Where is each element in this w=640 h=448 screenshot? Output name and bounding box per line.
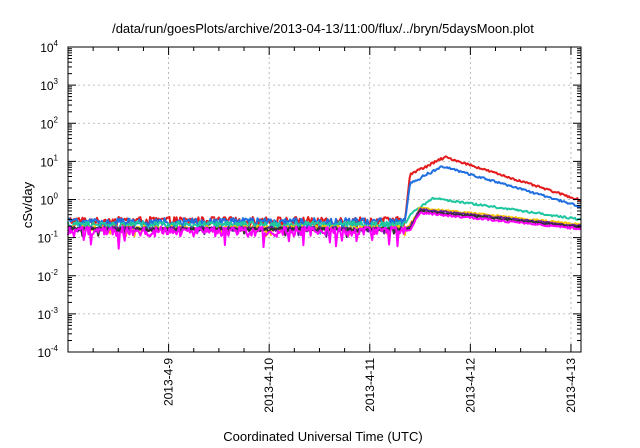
series-line-7 — [67, 211, 582, 250]
y-tick-label: 102 — [40, 115, 58, 131]
chart-title: /data/run/goesPlots/archive/2013-04-13/1… — [112, 21, 534, 36]
y-tick-label: 10-1 — [38, 230, 59, 246]
series-layer — [67, 155, 582, 250]
y-tick-label: 10-2 — [38, 268, 59, 284]
y-tick-label: 100 — [40, 192, 58, 208]
series-line-6 — [67, 209, 582, 239]
y-tick-label: 104 — [40, 39, 58, 55]
x-axis-label: Coordinated Universal Time (UTC) — [223, 429, 422, 444]
x-tick-label: 2013-4-10 — [262, 358, 276, 413]
y-tick-label: 10-4 — [38, 344, 59, 360]
y-axis-label: cSv/day — [20, 181, 35, 228]
x-tick-label: 2013-4-9 — [162, 358, 176, 406]
y-tick-label: 10-3 — [38, 306, 59, 322]
grid-lines — [68, 47, 581, 352]
series-line-3 — [67, 196, 582, 235]
axes: 10-4 10-3 10-2 10-1 100 101 102 103 104 2013-4-9 2… — [38, 39, 581, 413]
x-tick-label: 2013-4-13 — [564, 358, 578, 413]
y-tick-label: 103 — [40, 77, 58, 93]
x-tick-label: 2013-4-12 — [463, 358, 477, 413]
y-tick-label: 101 — [40, 153, 58, 169]
x-tick-label: 2013-4-11 — [363, 358, 377, 412]
